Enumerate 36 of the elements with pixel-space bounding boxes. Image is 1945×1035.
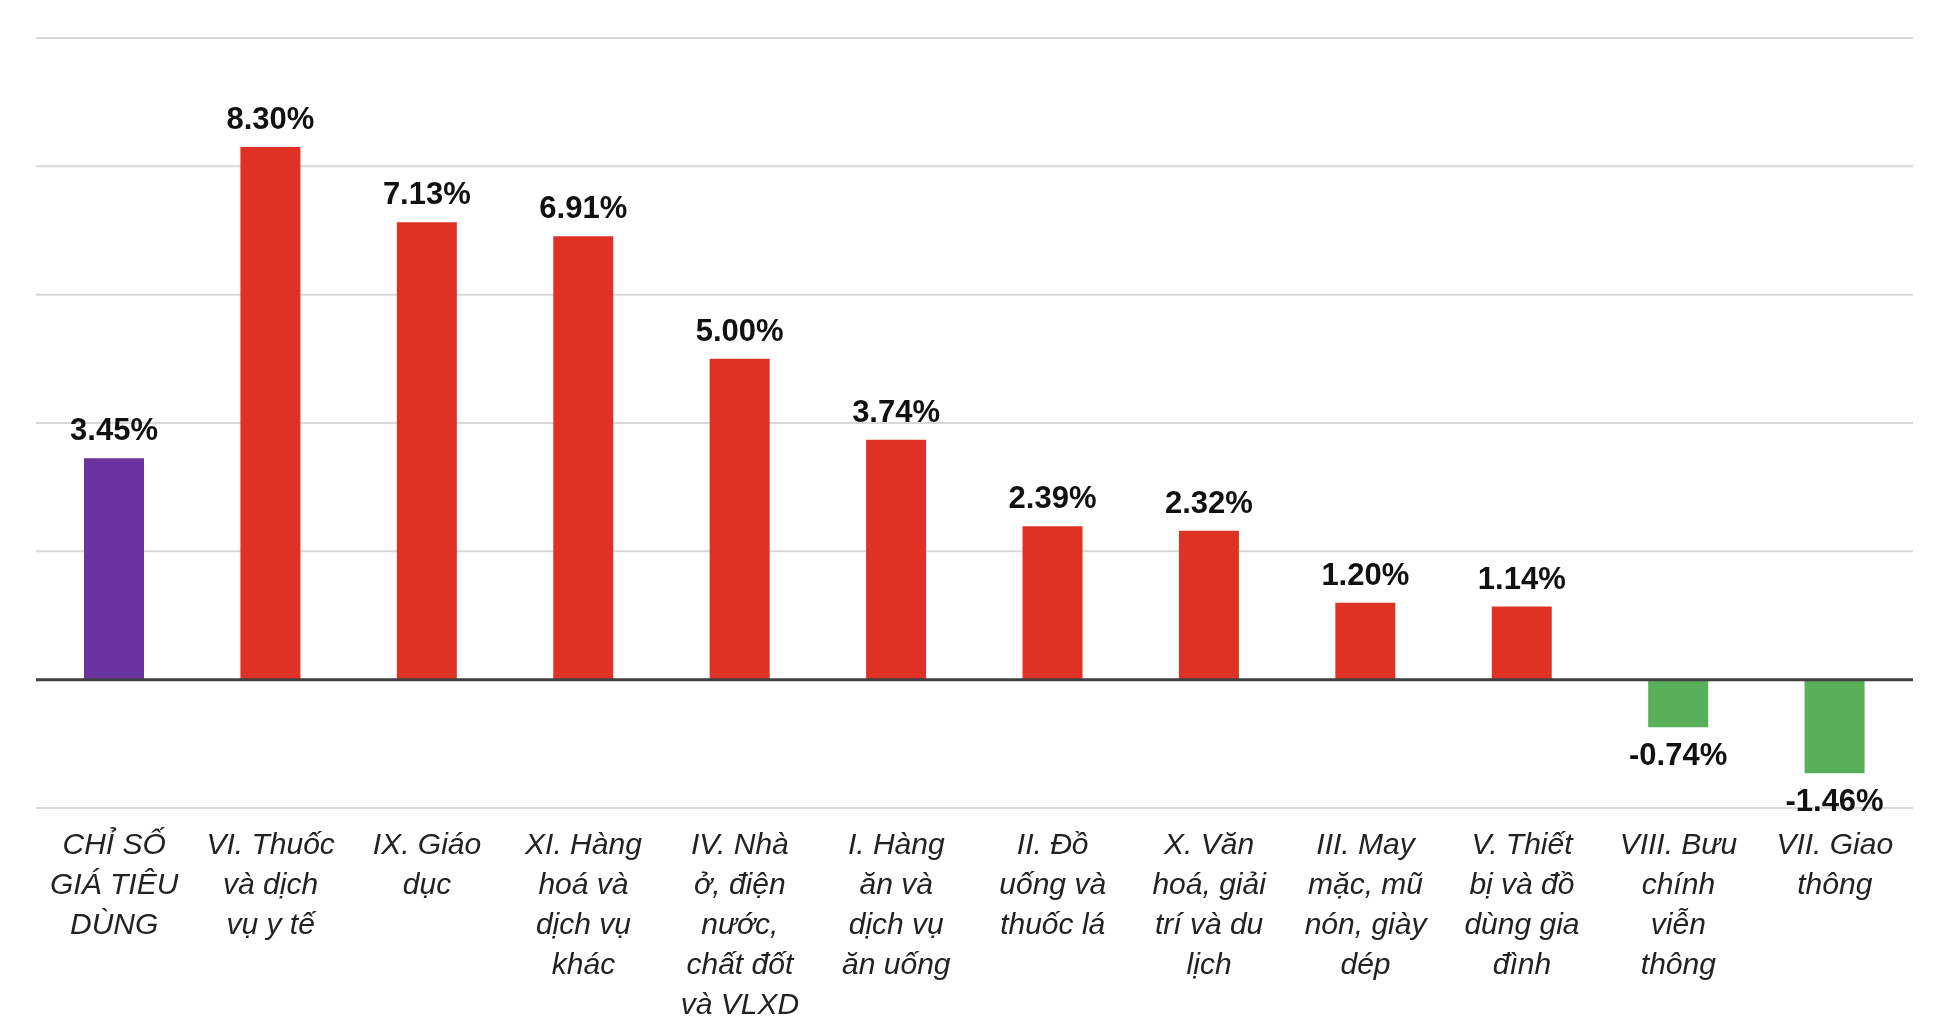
bar bbox=[240, 147, 301, 680]
data-label: 1.14% bbox=[1477, 560, 1566, 596]
x-tick-label: V. Thiết bị và đồ dùng gia đình bbox=[1464, 827, 1580, 980]
bar bbox=[553, 236, 614, 680]
x-tick-label: VIII. Bưu chính viễn thông bbox=[1619, 827, 1738, 980]
data-label: 7.13% bbox=[382, 176, 471, 212]
data-label: 5.00% bbox=[695, 312, 784, 348]
data-label: 2.39% bbox=[1008, 480, 1097, 516]
data-label: 3.74% bbox=[852, 393, 941, 429]
x-tick-label: II. Đồ uống và thuốc lá bbox=[999, 827, 1107, 940]
x-tick-label: IV. Nhà ở, điện nước, chất đốt và VLXD bbox=[680, 827, 800, 1020]
bar bbox=[1804, 679, 1865, 774]
data-label: 1.20% bbox=[1321, 556, 1410, 592]
x-tick-label: VII. Giao thông bbox=[1776, 827, 1894, 900]
data-label: 6.91% bbox=[539, 190, 628, 226]
bar bbox=[866, 439, 927, 680]
data-label: 3.45% bbox=[70, 412, 158, 448]
data-label: 8.30% bbox=[226, 101, 315, 137]
bar bbox=[1022, 526, 1083, 680]
bar bbox=[1335, 602, 1396, 680]
x-tick-label: XI. Hàng hoá và dịch vụ khác bbox=[524, 827, 643, 980]
x-tick-label: I. Hàng ăn và dịch vụ ăn uống bbox=[842, 827, 951, 980]
x-tick-label: III. May mặc, mũ nón, giày dép bbox=[1304, 827, 1429, 980]
x-tick-label: X. Văn hoá, giải trí và du lịch bbox=[1152, 827, 1268, 980]
bar bbox=[396, 222, 457, 680]
x-tick-label: CHỈ SỐ GIÁ TIÊU DÙNG bbox=[50, 827, 179, 940]
bar bbox=[84, 458, 144, 680]
data-label: -1.46% bbox=[1785, 783, 1884, 819]
data-label: -0.74% bbox=[1629, 737, 1728, 773]
bar bbox=[1648, 679, 1709, 728]
x-tick-label: IX. Giáo dục bbox=[372, 827, 482, 900]
data-label: 2.32% bbox=[1164, 484, 1253, 520]
bar bbox=[1491, 606, 1552, 680]
bar bbox=[1178, 530, 1239, 680]
bar bbox=[709, 358, 770, 680]
x-tick-label: VI. Thuốc và dịch vụ y tế bbox=[206, 827, 335, 940]
